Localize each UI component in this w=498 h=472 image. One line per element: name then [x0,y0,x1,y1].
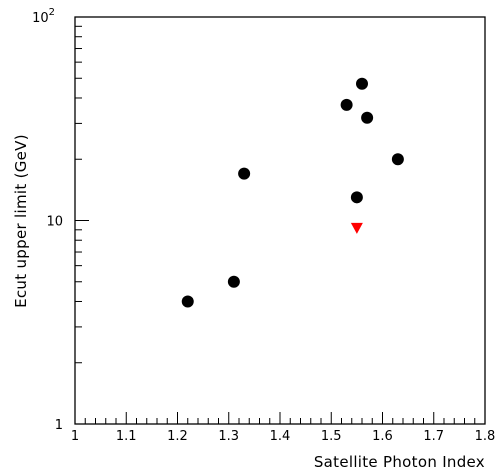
x-tick-label: 1.7 [423,429,444,444]
x-tick-label: 1.6 [372,429,393,444]
data-point [340,98,353,111]
data-point [181,295,194,308]
data-points [181,77,404,308]
x-tick-label: 1.4 [270,429,291,444]
y-axis-ticks: 1 10 102 [32,7,89,433]
data-point [361,111,374,124]
data-point [356,77,368,90]
x-tick-label: 1.8 [475,429,496,444]
y-tick-exponent: 2 [49,7,55,18]
y-tick-label: 1 [55,418,63,433]
x-tick-label: 1.1 [116,429,137,444]
x-axis-ticks: 1 1.1 1.2 1.3 1.4 1.5 1.6 1.7 1.8 [71,412,495,444]
data-point [350,191,363,204]
plot-frame [74,16,486,425]
x-tick-label: 1.3 [218,429,239,444]
upper-limit-marker [350,222,363,234]
x-tick-label: 1.5 [321,429,342,444]
x-axis-label: Satellite Photon Index [314,453,485,471]
x-tick-label: 1 [71,429,79,444]
y-tick-label: 10 [46,215,63,230]
y-axis-label: Ecut upper limit (GeV) [12,134,30,308]
data-point [391,153,404,166]
data-point [227,275,240,288]
data-point [238,167,251,180]
x-tick-label: 1.2 [167,429,188,444]
y-tick-label: 102 [32,7,55,26]
